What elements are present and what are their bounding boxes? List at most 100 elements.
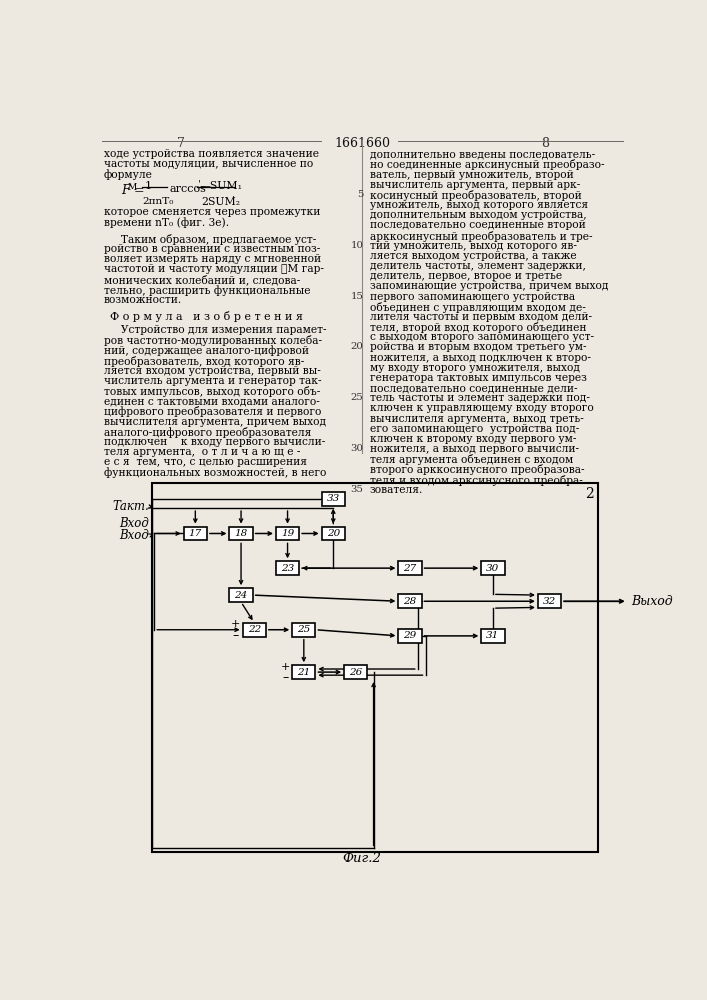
Text: генератора тактовых импульсов через: генератора тактовых импульсов через xyxy=(370,373,587,383)
Text: ний, содержащее аналого-цифровой: ний, содержащее аналого-цифровой xyxy=(104,345,309,356)
Text: ': ' xyxy=(199,180,201,189)
Bar xyxy=(538,594,561,608)
Text: 15: 15 xyxy=(351,292,363,301)
Text: которое сменяется через промежутки: которое сменяется через промежутки xyxy=(104,207,320,217)
Text: Такт.: Такт. xyxy=(112,500,149,513)
Bar xyxy=(398,561,421,575)
Text: ляется входом устройства, первый вы-: ляется входом устройства, первый вы- xyxy=(104,366,321,376)
Text: 21: 21 xyxy=(297,668,310,677)
Text: ножителя, а выход первого вычисли-: ножителя, а выход первого вычисли- xyxy=(370,444,579,454)
Text: 33: 33 xyxy=(327,494,340,503)
Text: лителя частоты и первым входом делй-: лителя частоты и первым входом делй- xyxy=(370,312,592,322)
Text: с выходом второго запоминающего уст-: с выходом второго запоминающего уст- xyxy=(370,332,594,342)
Text: Выход: Выход xyxy=(631,595,672,608)
Text: 28: 28 xyxy=(404,597,416,606)
Text: формуле: формуле xyxy=(104,170,153,180)
Text: –: – xyxy=(233,629,239,642)
Text: функциональных возможностей, в него: функциональных возможностей, в него xyxy=(104,467,326,478)
Text: теля аргумента объединен с входом: теля аргумента объединен с входом xyxy=(370,454,573,465)
Text: частотой и частоту модуляции 䉼М гар-: частотой и частоту модуляции 䉼М гар- xyxy=(104,264,324,274)
Text: монических колебаний и, следова-: монических колебаний и, следова- xyxy=(104,275,300,285)
Text: 17: 17 xyxy=(189,529,202,538)
Text: единен с тактовыми входами аналого-: единен с тактовыми входами аналого- xyxy=(104,396,320,406)
Text: делитель, первое, второе и третье: делитель, первое, второе и третье xyxy=(370,271,562,281)
Bar xyxy=(481,629,505,643)
Text: 23: 23 xyxy=(281,564,294,573)
Text: ляется выходом устройства, а также: ляется выходом устройства, а также xyxy=(370,251,576,261)
Text: возможности.: возможности. xyxy=(104,295,182,305)
Text: е с я  тем, что, с целью расширения: е с я тем, что, с целью расширения xyxy=(104,457,307,467)
Bar xyxy=(322,492,345,506)
Text: зователя.: зователя. xyxy=(370,485,423,495)
Text: аналого-цифрового преобразователя: аналого-цифрового преобразователя xyxy=(104,427,311,438)
Text: ходе устройства появляется значение: ходе устройства появляется значение xyxy=(104,149,319,159)
Text: вычислителя аргумента, причем выход: вычислителя аргумента, причем выход xyxy=(104,417,326,427)
Text: 22: 22 xyxy=(247,625,261,634)
Bar xyxy=(398,629,421,643)
Text: товых импульсов, выход которого объ-: товых импульсов, выход которого объ- xyxy=(104,386,320,397)
Bar xyxy=(243,623,266,637)
Text: Устройство для измерения парамет-: Устройство для измерения парамет- xyxy=(104,325,327,335)
Text: теля аргумента,  о т л и ч а ю щ е -: теля аргумента, о т л и ч а ю щ е - xyxy=(104,447,300,457)
Text: тель частоты и элемент задержки под-: тель частоты и элемент задержки под- xyxy=(370,393,590,403)
Text: второго арккосинусного преобразова-: второго арккосинусного преобразова- xyxy=(370,464,584,475)
Bar xyxy=(398,594,421,608)
Bar xyxy=(276,527,299,540)
Text: му входу второго умножителя, выход: му входу второго умножителя, выход xyxy=(370,363,580,373)
Bar xyxy=(230,588,252,602)
Text: дополнительно введены последователь-: дополнительно введены последователь- xyxy=(370,149,595,159)
Text: тельно, расширить функциональные: тельно, расширить функциональные xyxy=(104,285,310,296)
Text: —SUM₁: —SUM₁ xyxy=(199,181,243,191)
Text: 2SUM₂: 2SUM₂ xyxy=(201,197,240,207)
Text: первого запоминающего устройства: первого запоминающего устройства xyxy=(370,292,575,302)
Bar xyxy=(322,527,345,540)
Text: цифрового преобразователя и первого: цифрового преобразователя и первого xyxy=(104,406,321,417)
Text: 20: 20 xyxy=(327,529,340,538)
Text: 2: 2 xyxy=(585,487,594,501)
Text: умножитель, выход которого является: умножитель, выход которого является xyxy=(370,200,588,210)
Text: 20: 20 xyxy=(351,342,363,351)
Text: Ф о р м у л а   и з о б р е т е н и я: Ф о р м у л а и з о б р е т е н и я xyxy=(110,311,303,322)
Text: Вход: Вход xyxy=(119,529,149,542)
Text: +: + xyxy=(281,662,290,672)
Text: 30: 30 xyxy=(486,564,500,573)
Text: 30: 30 xyxy=(351,444,363,453)
Text: ров частотно-модулированных колеба-: ров частотно-модулированных колеба- xyxy=(104,335,322,346)
Text: ватель, первый умножитель, второй: ватель, первый умножитель, второй xyxy=(370,170,573,180)
Bar xyxy=(276,561,299,575)
Bar xyxy=(230,527,252,540)
Text: F: F xyxy=(121,184,129,197)
Text: 8: 8 xyxy=(542,137,549,150)
Text: 27: 27 xyxy=(404,564,416,573)
Text: подключен    к входу первого вычисли-: подключен к входу первого вычисли- xyxy=(104,437,325,447)
Text: 5: 5 xyxy=(357,190,363,199)
Text: 1: 1 xyxy=(144,181,151,191)
Text: частоты модуляции, вычисленное по: частоты модуляции, вычисленное по xyxy=(104,159,313,169)
Text: 10: 10 xyxy=(351,241,363,250)
Text: последовательно соединенные дели-: последовательно соединенные дели- xyxy=(370,383,578,393)
Text: делитель частоты, элемент задержки,: делитель частоты, элемент задержки, xyxy=(370,261,585,271)
Bar xyxy=(481,561,505,575)
Text: но соединенные арксинусный преобразо-: но соединенные арксинусный преобразо- xyxy=(370,159,604,170)
Text: косинусный преобразователь, второй: косинусный преобразователь, второй xyxy=(370,190,581,201)
Text: вычислителя аргумента, выход треть-: вычислителя аргумента, выход треть- xyxy=(370,414,583,424)
Text: числитель аргумента и генератор так-: числитель аргумента и генератор так- xyxy=(104,376,322,386)
Bar xyxy=(152,483,598,852)
Text: 25: 25 xyxy=(351,393,363,402)
Bar xyxy=(344,665,368,679)
Text: ройства и вторым входом третьего ум-: ройства и вторым входом третьего ум- xyxy=(370,342,586,352)
Text: Вход: Вход xyxy=(119,517,149,530)
Text: теля и входом арксинусного преобра-: теля и входом арксинусного преобра- xyxy=(370,475,583,486)
Text: 7: 7 xyxy=(177,137,185,150)
Text: 19: 19 xyxy=(281,529,294,538)
Text: Фиг.2: Фиг.2 xyxy=(342,852,381,865)
Text: M: M xyxy=(127,183,136,192)
Bar xyxy=(292,665,315,679)
Text: 24: 24 xyxy=(235,591,247,600)
Text: ножителя, а выход подключен к второ-: ножителя, а выход подключен к второ- xyxy=(370,353,591,363)
Text: запоминающие устройства, причем выход: запоминающие устройства, причем выход xyxy=(370,281,608,291)
Text: преобразователь, вход которого яв-: преобразователь, вход которого яв- xyxy=(104,356,304,367)
Text: воляет измерять наряду с мгновенной: воляет измерять наряду с мгновенной xyxy=(104,254,321,264)
Text: 29: 29 xyxy=(404,631,416,640)
Bar xyxy=(292,623,315,637)
